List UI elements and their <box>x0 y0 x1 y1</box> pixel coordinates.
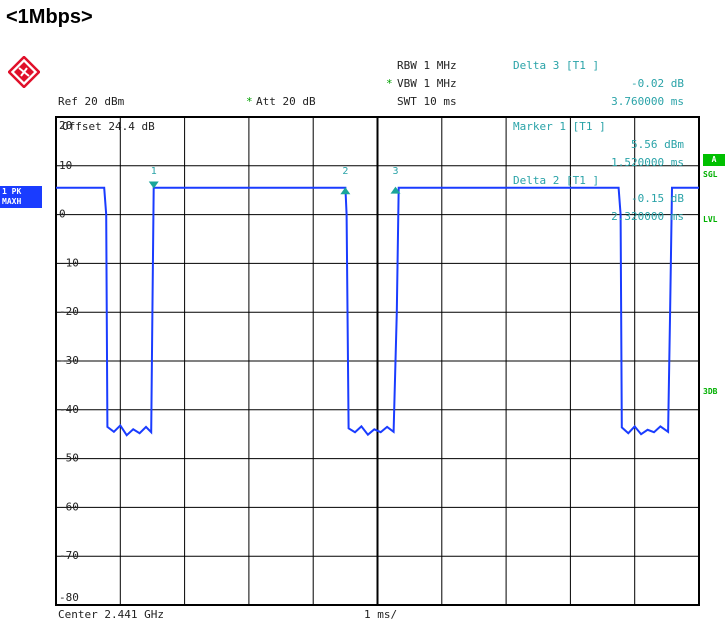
marker1-title: Marker 1 [T1 ] <box>513 120 606 133</box>
marker-1-symbol <box>148 181 159 189</box>
time-per-division: 1 ms/ <box>364 608 398 621</box>
delta2-level: -0.15 dB <box>631 192 684 205</box>
y-tick-label: 0 <box>59 208 66 221</box>
vbw-star: * <box>386 77 393 90</box>
trace-label-line1: 1 PK <box>2 187 22 196</box>
delta3-time: 3.760000 ms <box>611 95 684 108</box>
marker1-time: 1.520000 ms <box>611 156 684 169</box>
att-text: Att 20 dB <box>256 95 316 108</box>
delta3-level: -0.02 dB <box>631 77 684 90</box>
y-tick-label: -20 <box>59 305 79 318</box>
a-indicator: A <box>703 154 725 166</box>
lvl-indicator: LVL <box>703 215 718 224</box>
page-heading: <1Mbps> <box>6 6 93 28</box>
y-tick-label: -60 <box>59 500 79 513</box>
vbw-text: VBW 1 MHz <box>397 77 457 90</box>
delta3-title: Delta 3 [T1 ] <box>513 59 600 72</box>
y-tick-label: -10 <box>59 256 79 269</box>
rohde-schwarz-logo-icon <box>8 56 40 88</box>
offset-text: Offset 24.4 dB <box>62 120 155 133</box>
marker1-level: 5.56 dBm <box>631 138 684 151</box>
trace-label-line2: MAXH <box>2 197 22 206</box>
plot-frame <box>55 116 700 606</box>
marker-3-symbol <box>390 186 401 194</box>
3db-indicator: 3DB <box>703 387 718 396</box>
y-tick-label: -50 <box>59 452 79 465</box>
center-frequency: Center 2.441 GHz <box>58 608 164 621</box>
y-tick-label: -40 <box>59 403 79 416</box>
y-tick-label: -80 <box>59 591 79 604</box>
y-tick-label: -30 <box>59 354 79 367</box>
y-tick-label: 10 <box>59 159 72 172</box>
marker-2-label: 2 <box>342 166 348 177</box>
y-tick-label: -70 <box>59 549 79 562</box>
ref-level-text: Ref 20 dBm <box>58 95 125 108</box>
marker-1-label: 1 <box>151 166 157 177</box>
swt-text: SWT 10 ms <box>397 95 457 108</box>
marker-2-symbol <box>340 187 351 195</box>
delta2-time: 2.320000 ms <box>611 210 684 223</box>
delta2-title: Delta 2 [T1 ] <box>513 174 600 187</box>
sgl-indicator: SGL <box>703 170 718 179</box>
y-tick-label: 20 <box>59 119 72 132</box>
marker-3-label: 3 <box>393 166 399 177</box>
rbw-text: RBW 1 MHz <box>397 59 457 72</box>
att-star: * <box>246 95 253 108</box>
trace-mode-label: 1 PK MAXH <box>0 186 42 208</box>
trace-line <box>56 186 699 437</box>
